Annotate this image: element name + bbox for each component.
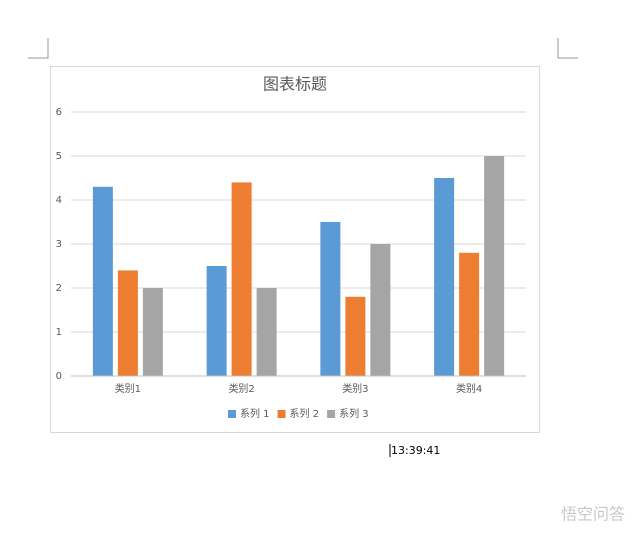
bar [320, 222, 341, 376]
y-tick-label: 5 [56, 151, 62, 162]
legend-swatch [228, 410, 236, 418]
chart-title: 图表标题 [263, 75, 327, 94]
bar [484, 156, 505, 376]
x-tick-label: 类别2 [228, 382, 254, 395]
x-tick-label: 类别3 [342, 382, 368, 395]
corner-mark [28, 38, 49, 59]
bar [231, 182, 252, 376]
x-tick-label: 类别1 [115, 382, 141, 395]
bar [206, 266, 227, 376]
legend-label: 系列 1 [240, 407, 270, 420]
legend-swatch [327, 410, 336, 418]
timestamp: 13:39:41 [391, 444, 440, 457]
y-tick-label: 6 [56, 107, 62, 118]
bar [117, 270, 138, 376]
y-tick-label: 1 [56, 327, 62, 338]
y-tick-label: 3 [56, 239, 62, 250]
y-tick-label: 0 [56, 371, 62, 382]
bar [459, 252, 480, 376]
legend-swatch [277, 410, 286, 418]
y-tick-label: 2 [56, 283, 62, 294]
bar [142, 288, 163, 376]
bar [92, 186, 113, 376]
legend-label: 系列 2 [290, 407, 320, 420]
bar [370, 244, 391, 376]
bar [256, 288, 277, 376]
chart-frame [50, 66, 540, 433]
legend-label: 系列 3 [339, 407, 369, 420]
chart: 0 1 2 3 4 5 6 类别1 类别2 类别3 类别4 系列 1 系列 2 系列 3 [56, 107, 526, 420]
x-tick-label: 类别4 [456, 382, 482, 395]
corner-mark [557, 38, 578, 59]
bar [434, 178, 455, 376]
y-tick-label: 4 [56, 195, 62, 206]
watermark: 悟空问答 [561, 505, 625, 524]
bar [345, 296, 366, 376]
